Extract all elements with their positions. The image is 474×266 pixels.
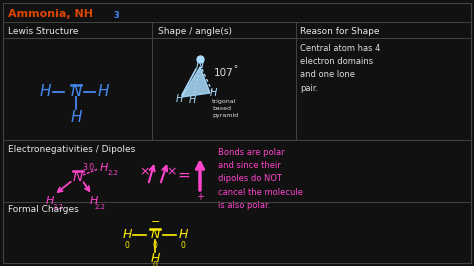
Text: Bonds are polar
and since their
dipoles do NOT
cancel the molecule
is also polar: Bonds are polar and since their dipoles … <box>218 148 303 210</box>
Text: 0: 0 <box>153 242 157 251</box>
Text: N: N <box>70 85 82 99</box>
Text: Central atom has 4
electron domains
and one lone
pair.: Central atom has 4 electron domains and … <box>300 44 380 93</box>
Text: H: H <box>90 196 98 206</box>
Text: −: − <box>151 217 161 227</box>
Text: trigonal: trigonal <box>212 98 237 103</box>
Text: H: H <box>188 95 196 105</box>
Text: H: H <box>46 196 54 206</box>
Text: 0: 0 <box>125 242 129 251</box>
Text: N: N <box>150 228 160 242</box>
Text: ×: × <box>167 165 177 178</box>
Text: H: H <box>122 228 132 242</box>
Text: Lewis Structure: Lewis Structure <box>8 27 78 35</box>
Text: 3: 3 <box>113 10 119 19</box>
Text: Formal Charges: Formal Charges <box>8 206 79 214</box>
Text: Ammonia, NH: Ammonia, NH <box>8 9 93 19</box>
Text: H: H <box>150 252 160 265</box>
Text: H: H <box>210 88 217 98</box>
Text: =: = <box>178 168 191 182</box>
Text: H: H <box>178 228 188 242</box>
Text: N: N <box>196 60 204 70</box>
Text: H: H <box>175 94 182 104</box>
Text: H: H <box>70 110 82 124</box>
Text: H: H <box>97 85 109 99</box>
Text: 3.0: 3.0 <box>82 163 94 172</box>
Text: 2.2: 2.2 <box>94 204 106 210</box>
Text: 2.2: 2.2 <box>108 170 119 176</box>
Text: N: N <box>73 170 83 184</box>
Text: 2.2: 2.2 <box>53 204 64 210</box>
Text: H: H <box>39 85 51 99</box>
Text: pyramid: pyramid <box>212 113 238 118</box>
Polygon shape <box>182 67 210 97</box>
Text: Shape / angle(s): Shape / angle(s) <box>158 27 232 35</box>
Text: based: based <box>212 106 231 110</box>
Text: 0: 0 <box>153 261 157 266</box>
Text: 0: 0 <box>181 242 185 251</box>
Text: Reason for Shape: Reason for Shape <box>300 27 380 35</box>
Text: °: ° <box>233 65 237 74</box>
Text: Electronegativities / Dipoles: Electronegativities / Dipoles <box>8 146 135 155</box>
Text: H: H <box>100 163 109 173</box>
Text: 107: 107 <box>214 68 234 78</box>
Text: +: + <box>196 192 204 202</box>
Text: ×: × <box>140 165 150 178</box>
